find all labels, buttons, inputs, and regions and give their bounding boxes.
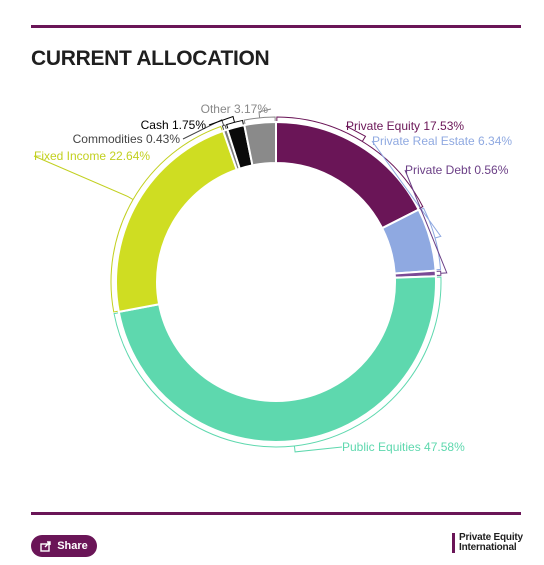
leader-line-cash	[208, 115, 244, 129]
slice-public-equities[interactable]	[117, 275, 437, 443]
leader-line-fixed-income	[33, 125, 223, 313]
data-label-cash: Cash 1.75%	[141, 118, 207, 132]
share-label: Share	[57, 540, 88, 552]
leader-line-commodities	[182, 119, 227, 140]
data-label-private-equity: Private Equity 17.53%	[346, 119, 464, 133]
slice-other[interactable]	[243, 120, 277, 167]
allocation-donut-chart: Private Equity 17.53%Private Real Estate…	[33, 102, 512, 454]
data-label-private-debt: Private Debt 0.56%	[405, 163, 509, 177]
leader-line-private-debt	[404, 169, 448, 276]
data-label-private-real-estate: Private Real Estate 6.34%	[372, 134, 512, 148]
leader-line-public-equities	[113, 276, 442, 453]
leader-line-private-real-estate	[371, 140, 442, 271]
data-label-public-equities: Public Equities 47.58%	[342, 440, 465, 454]
data-label-other: Other 3.17%	[201, 102, 269, 116]
leader-line-other	[243, 108, 276, 125]
brand-logo[interactable]: Private Equity International	[452, 533, 523, 553]
bottom-rule	[31, 512, 521, 515]
share-icon	[40, 541, 51, 552]
brand-line-1: Private Equity	[459, 532, 523, 543]
top-rule	[31, 25, 521, 28]
data-label-commodities: Commodities 0.43%	[73, 132, 181, 146]
share-button[interactable]: Share	[31, 535, 97, 557]
data-label-fixed-income: Fixed Income 22.64%	[34, 149, 150, 163]
chart-title: CURRENT ALLOCATION	[31, 47, 270, 70]
brand-line-2: International	[459, 542, 517, 553]
